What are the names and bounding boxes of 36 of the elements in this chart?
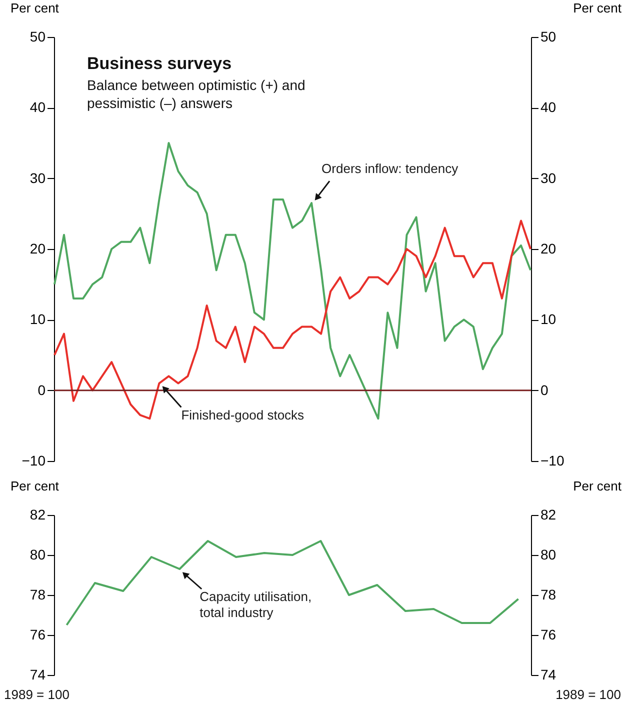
y-tick-label: 40: [30, 99, 46, 116]
y-tick-label: 76: [30, 626, 46, 642]
y-tick-label: 50: [30, 28, 46, 44]
y2-tick-label: −10: [540, 452, 564, 468]
y-tick-label: 78: [30, 586, 46, 602]
text: Balance between optimistic (+) and pessimistic (–) answers: [87, 77, 306, 111]
y2-tick-label: 10: [540, 311, 556, 328]
y-tick-label: 82: [30, 506, 46, 522]
text: 1989 = 100: [556, 687, 621, 702]
series-label: Finished-good stocks: [181, 407, 305, 422]
y2-tick-label: 78: [540, 586, 556, 602]
y2-tick-label: 50: [540, 28, 556, 44]
text: Orders inflow: tendency: [322, 161, 459, 176]
text: 1989 = 100: [4, 687, 70, 702]
y-tick-label: −10: [22, 452, 46, 468]
y-tick-label: 10: [30, 311, 46, 328]
y2-axis-title: Per cent: [573, 478, 622, 494]
y2-tick-label: 74: [540, 666, 556, 682]
y-tick-label: 80: [30, 546, 46, 562]
y2-tick-label: 0: [540, 382, 548, 398]
text: Business surveys: [87, 54, 232, 73]
y2-tick-label: 76: [540, 626, 556, 642]
y2-tick-label: 40: [540, 99, 556, 116]
y-tick-label: 74: [30, 666, 46, 682]
y2-axis-title: Per cent: [573, 0, 622, 16]
y-tick-label: 0: [38, 382, 46, 398]
y2-tick-label: 82: [540, 506, 556, 522]
y2-tick-label: 30: [540, 170, 556, 186]
y-axis-title: Per cent: [10, 0, 60, 16]
y-axis-title: Per cent: [10, 478, 60, 494]
y-tick-label: 20: [30, 240, 46, 256]
y2-tick-label: 20: [540, 240, 556, 256]
text: Capacity utilisation, total industry: [200, 589, 312, 620]
y-tick-label: 30: [30, 170, 46, 186]
y2-tick-label: 80: [540, 546, 556, 562]
line-series: [66, 540, 520, 626]
